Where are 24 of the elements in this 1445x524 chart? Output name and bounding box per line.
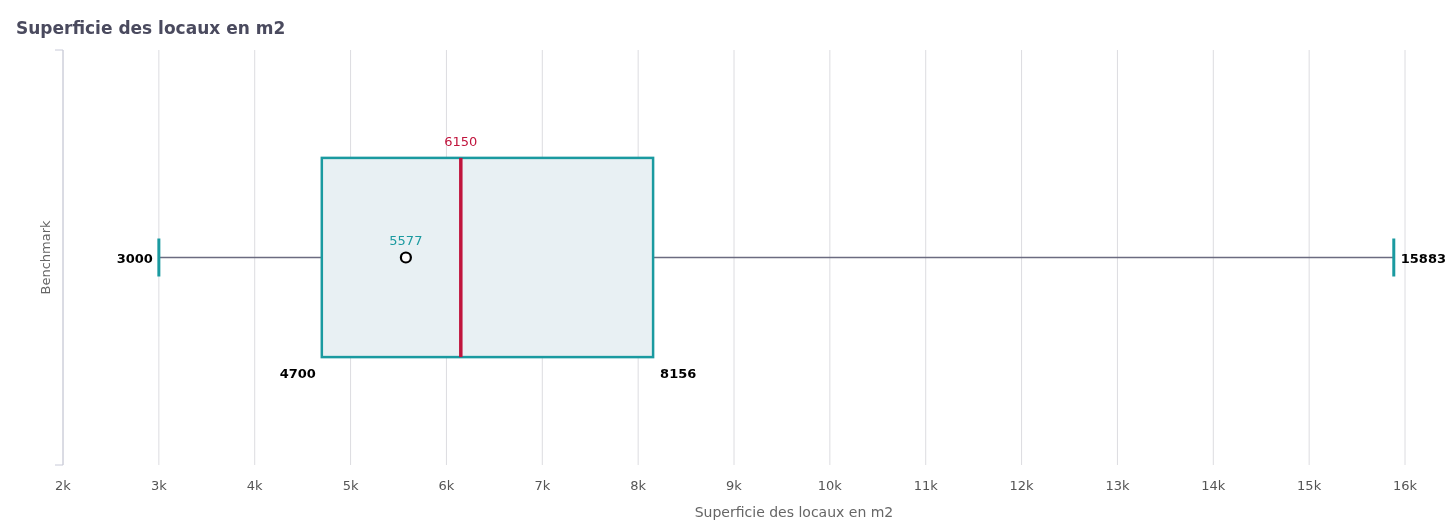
x-tick-label: 5k xyxy=(342,478,359,493)
x-tick-label: 10k xyxy=(817,478,843,493)
y-tick-label: Benchmark xyxy=(38,220,53,295)
chart-title: Superficie des locaux en m2 xyxy=(16,18,286,38)
annotation: 5577 xyxy=(389,232,423,248)
annotation: 15883 xyxy=(1400,250,1445,266)
x-axis-title: Superficie des locaux en m2 xyxy=(694,504,894,520)
x-tick-label: 15k xyxy=(1297,478,1322,493)
x-tick-label: 14k xyxy=(1201,478,1226,493)
x-tick-label: 4k xyxy=(246,478,264,493)
x-tick-label: 11k xyxy=(913,478,939,493)
x-tick-label: 12k xyxy=(1009,478,1035,493)
annotation: 6150 xyxy=(444,133,478,149)
x-tick-label: 13k xyxy=(1105,478,1130,493)
x-tick-label: 2k xyxy=(55,478,72,493)
annotation: 3000 xyxy=(116,250,153,266)
x-tick-label: 16k xyxy=(1392,478,1418,493)
x-tick-label: 9k xyxy=(726,478,743,493)
annotation: 8156 xyxy=(660,366,697,382)
x-tick-label: 6k xyxy=(438,478,455,493)
x-tick-label: 3k xyxy=(150,478,168,493)
x-tick-label: 8k xyxy=(630,478,647,493)
annotation: 4700 xyxy=(279,366,316,382)
x-tick-label: 7k xyxy=(534,478,551,493)
